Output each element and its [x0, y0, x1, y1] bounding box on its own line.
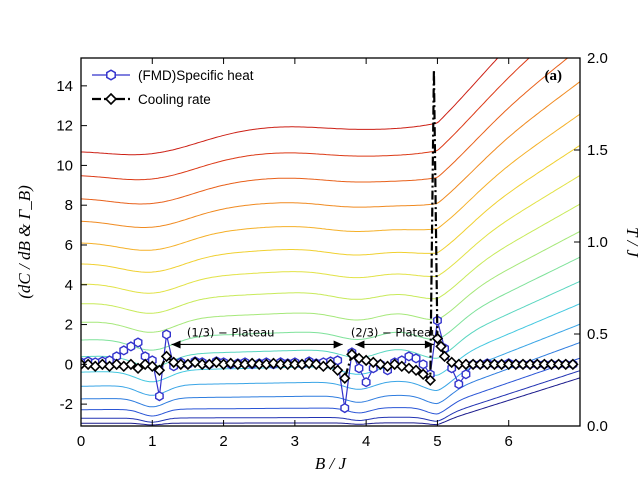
- cooling-rate-point: [125, 358, 137, 371]
- specific-heat-point: [404, 351, 414, 362]
- cooling-rate-point: [346, 348, 358, 361]
- plateau-arrow-head: [171, 340, 181, 349]
- specific-heat-point: [119, 345, 129, 356]
- cooling-rate-point: [417, 368, 429, 381]
- y2-tick-label: 1.0: [587, 234, 608, 251]
- panel-label: (a): [545, 68, 563, 84]
- y2-tick-label: 0.5: [587, 326, 608, 343]
- plateau-arrow-head: [355, 340, 365, 349]
- cooling-rate-point: [424, 374, 437, 386]
- cooling-rate-point: [567, 358, 579, 371]
- x-tick-label: 3: [291, 433, 299, 450]
- y-tick-label: 8: [65, 197, 73, 214]
- cooling-rate-point: [153, 364, 166, 377]
- cooling-rate-point: [445, 356, 458, 369]
- isotherm-line: [81, 230, 580, 333]
- cooling-rate-point: [246, 357, 258, 370]
- isotherm-line: [81, 377, 580, 426]
- legend-marker-cooling-rate: [104, 92, 118, 106]
- y-axis-label: (dC / dB & Γ_B): [15, 185, 34, 299]
- cooling-rate-point: [303, 357, 315, 370]
- cooling-rate-point: [132, 362, 144, 375]
- cooling-rate-point: [353, 352, 365, 365]
- cooling-rate-point: [339, 372, 351, 384]
- isotherm-line: [81, 58, 530, 181]
- specific-heat-point: [133, 337, 143, 348]
- x-tick-label: 0: [77, 433, 85, 450]
- specific-heat-point: [354, 363, 364, 374]
- plateau-arrow-head: [424, 340, 434, 349]
- cooling-rate-point: [324, 358, 337, 371]
- y-tick-label: 12: [56, 118, 73, 135]
- isotherm-line: [81, 174, 580, 294]
- isotherm-line: [81, 58, 569, 205]
- y-tick-label: 14: [56, 78, 73, 95]
- y2-tick-label: 0.0: [587, 418, 608, 435]
- legend-marker-specific-heat: [106, 69, 116, 81]
- x-tick-label: 2: [219, 433, 227, 450]
- specific-heat-point: [155, 391, 164, 402]
- cooling-rate-point: [267, 357, 280, 370]
- specific-heat-point: [454, 379, 464, 390]
- y-tick-label: 4: [65, 277, 73, 294]
- isotherm-line: [81, 342, 580, 408]
- isotherm-line: [81, 203, 580, 314]
- y-tick-label: 2: [65, 317, 73, 334]
- cooling-rate-point: [438, 350, 451, 363]
- specific-heat-point: [411, 353, 421, 364]
- y-tick-label: 0: [65, 356, 73, 373]
- cooling-rate-point: [360, 354, 372, 367]
- isotherm-line: [81, 81, 580, 228]
- cooling-rate-point: [146, 360, 159, 373]
- y2-axis-label: T / J: [623, 227, 641, 258]
- legend: (FMD)Specific heat Cooling rate: [92, 68, 254, 107]
- cooling-rate-point: [110, 358, 123, 371]
- cooling-rate-point: [224, 357, 237, 370]
- x-axis-label: B / J: [315, 454, 348, 473]
- cooling-rate-point: [410, 364, 422, 377]
- x-tick-label: 1: [148, 433, 156, 450]
- specific-heat-point: [461, 369, 471, 380]
- y-tick-label: 6: [65, 237, 73, 254]
- isotherm-line: [81, 144, 580, 273]
- isotherm-line: [81, 370, 580, 423]
- plateau-label: (2/3) − Plateau: [351, 326, 439, 340]
- series-layer: [81, 69, 579, 414]
- isotherm-line: [81, 58, 499, 156]
- cooling-rate-point: [331, 364, 344, 377]
- cooling-rate-point: [160, 350, 173, 363]
- specific-heat-point: [418, 359, 428, 370]
- isotherm-line: [81, 113, 580, 251]
- isotherm-line: [81, 323, 580, 396]
- y2-tick-label: 1.5: [587, 142, 608, 159]
- specific-heat-point: [126, 341, 136, 352]
- plateau-arrow-head: [333, 340, 343, 349]
- specific-heat-point: [361, 377, 371, 388]
- cooling-rate-point: [431, 332, 444, 345]
- specific-heat-point: [162, 329, 171, 340]
- x-tick-label: 5: [433, 433, 441, 450]
- legend-label-specific-heat: (FMD)Specific heat: [138, 68, 254, 83]
- isotherm-line: [81, 280, 580, 368]
- isotherm-line: [81, 357, 580, 417]
- cooling-rate-point: [435, 340, 447, 353]
- specific-heat-point: [340, 402, 350, 414]
- cooling-rate-point: [210, 356, 223, 369]
- legend-label-cooling-rate: Cooling rate: [138, 92, 211, 107]
- y-tick-label: 10: [56, 157, 73, 174]
- x-tick-label: 4: [362, 433, 370, 450]
- y-tick-label: -2: [60, 396, 73, 413]
- cooling-rate-point: [403, 362, 415, 375]
- plateau-label: (1/3) − Plateau: [187, 326, 275, 340]
- x-tick-label: 6: [505, 433, 513, 450]
- isotherm-line: [81, 256, 580, 351]
- cooling-rate-point: [96, 358, 109, 371]
- annotations-layer: (1/3) − Plateau (2/3) − Plateau: [171, 326, 439, 349]
- y2-tick-label: 2.0: [587, 50, 608, 67]
